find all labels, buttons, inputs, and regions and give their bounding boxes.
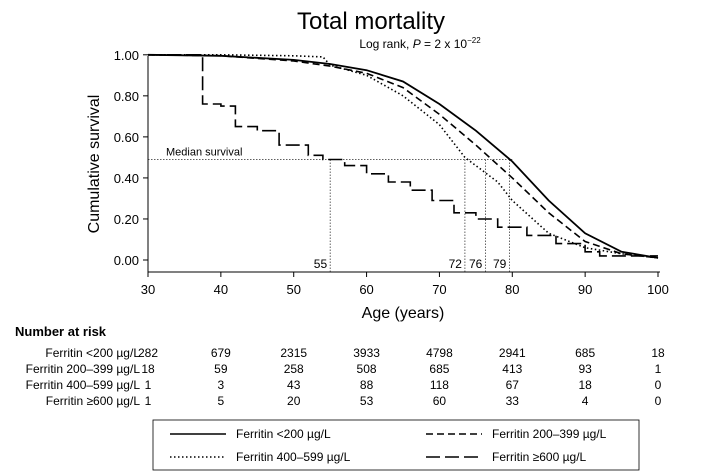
risk-row-label: Ferritin 400–599 µg/L [26, 378, 141, 392]
x-axis-label: Age (years) [362, 305, 445, 322]
legend-label: Ferritin 400–599 µg/L [236, 450, 351, 464]
risk-value: 1 [655, 362, 662, 376]
risk-value: 18 [578, 378, 592, 392]
risk-value: 413 [502, 362, 522, 376]
risk-value: 93 [578, 362, 592, 376]
y-tick-label: 0.40 [114, 171, 139, 186]
chart-title: Total mortality [297, 8, 445, 35]
risk-value: 1 [145, 394, 152, 408]
subtitle-p: P [413, 37, 421, 51]
y-tick-label: 1.00 [114, 48, 139, 63]
risk-value: 118 [430, 378, 449, 392]
risk-value: 20 [287, 394, 301, 408]
risk-row-label: Ferritin <200 µg/L [45, 346, 140, 360]
risk-value: 33 [506, 394, 520, 408]
risk-value: 5 [218, 394, 225, 408]
x-tick-label: 30 [141, 282, 155, 297]
risk-value: 60 [433, 394, 447, 408]
risk-value: 67 [506, 378, 520, 392]
subtitle-eq: = 2 x 10 [421, 37, 468, 51]
risk-value: 685 [575, 346, 595, 360]
risk-value: 679 [211, 346, 231, 360]
risk-value: 685 [429, 362, 449, 376]
risk-value: 53 [360, 394, 374, 408]
risk-value: 88 [360, 378, 374, 392]
risk-value: 2941 [499, 346, 526, 360]
median-label: Median survival [166, 146, 242, 158]
median-marker-label: 76 [469, 257, 483, 271]
x-tick-label: 100 [647, 282, 669, 297]
legend-label: Ferritin 200–399 µg/L [492, 427, 607, 441]
x-tick-label: 60 [359, 282, 373, 297]
risk-value: 2315 [280, 346, 307, 360]
risk-table-title: Number at risk [15, 324, 107, 339]
risk-value: 18 [141, 362, 155, 376]
risk-value: 3 [218, 378, 225, 392]
legend-label: Ferritin <200 µg/L [236, 427, 331, 441]
y-tick-label: 0.00 [114, 253, 139, 268]
plot-area: 0.00 0.20 0.40 0.60 0.80 1.00 30 40 50 60 70 80 90 10… [86, 48, 669, 322]
median-marker-label: 79 [493, 257, 507, 271]
series-line [147, 53, 659, 259]
chart-subtitle: Log rank, P = 2 x 10−22 [359, 36, 481, 51]
x-tick-label: 70 [432, 282, 446, 297]
median-marker-label: 72 [449, 257, 463, 271]
y-tick-label: 0.20 [114, 212, 139, 227]
risk-value: 4798 [426, 346, 453, 360]
series-line [147, 54, 659, 259]
subtitle-exp: −22 [467, 36, 481, 45]
risk-value: 43 [287, 378, 301, 392]
risk-value: 282 [138, 346, 158, 360]
subtitle-prefix: Log rank, [359, 37, 412, 51]
x-tick-label: 80 [505, 282, 519, 297]
risk-value: 0 [655, 394, 662, 408]
x-tick-label: 90 [578, 282, 592, 297]
risk-value: 0 [655, 378, 662, 392]
risk-row-label: Ferritin 200–399 µg/L [26, 362, 141, 376]
risk-value: 508 [357, 362, 377, 376]
y-tick-label: 0.80 [114, 89, 139, 104]
risk-value: 258 [284, 362, 304, 376]
legend-box [152, 419, 640, 471]
y-axis-label: Cumulative survival [86, 95, 103, 234]
risk-value: 1 [145, 378, 152, 392]
risk-value: 4 [582, 394, 589, 408]
y-tick-label: 0.60 [114, 130, 139, 145]
x-tick-label: 40 [214, 282, 228, 297]
legend: Ferritin <200 µg/L Ferritin 200–399 µg/L F… [152, 419, 640, 471]
x-tick-label: 50 [286, 282, 300, 297]
risk-value: 59 [214, 362, 228, 376]
risk-value: 18 [651, 346, 665, 360]
risk-value: 3933 [353, 346, 380, 360]
median-marker-label: 55 [314, 257, 328, 271]
legend-label: Ferritin ≥600 µg/L [492, 450, 587, 464]
risk-row-label: Ferritin ≥600 µg/L [46, 394, 141, 408]
series-line [148, 54, 658, 257]
